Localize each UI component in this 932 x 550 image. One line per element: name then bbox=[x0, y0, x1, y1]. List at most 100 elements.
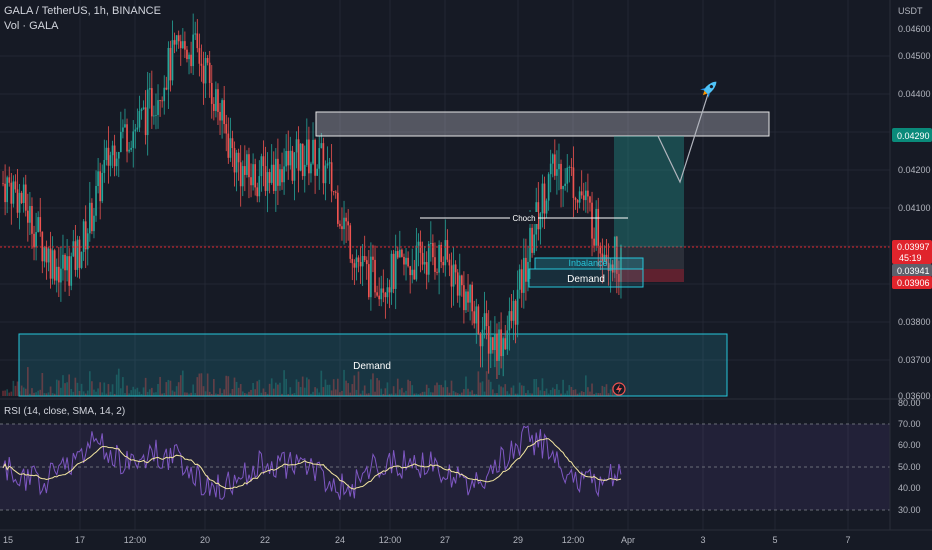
volume-bar bbox=[37, 390, 39, 396]
target-zone[interactable] bbox=[614, 136, 684, 247]
demand-zone-large[interactable] bbox=[18, 333, 728, 397]
volume-bar bbox=[432, 392, 434, 396]
candle-body bbox=[489, 337, 492, 354]
price-tick: 0.04500 bbox=[898, 51, 931, 61]
candle-body bbox=[128, 149, 130, 152]
candle-body bbox=[343, 217, 345, 230]
volume-bar bbox=[611, 386, 614, 396]
candle-body bbox=[37, 217, 39, 233]
volume-bar bbox=[202, 386, 205, 396]
volume-bar bbox=[359, 393, 362, 396]
volume-bar bbox=[506, 391, 509, 396]
rsi-tick: 80.00 bbox=[898, 398, 921, 408]
volume-bar bbox=[405, 390, 407, 396]
volume-bar bbox=[537, 387, 540, 396]
volume-bar bbox=[314, 387, 316, 396]
volume-bar bbox=[353, 375, 356, 396]
candle-body bbox=[109, 155, 112, 166]
volume-bar bbox=[51, 393, 54, 396]
candle-body bbox=[53, 250, 56, 281]
candle-body bbox=[494, 333, 496, 351]
time-tick: 20 bbox=[200, 535, 210, 545]
candle-body bbox=[16, 189, 19, 213]
price-candles bbox=[2, 13, 622, 380]
candle-body bbox=[275, 158, 277, 191]
projection-path bbox=[657, 93, 709, 184]
candle-body bbox=[597, 208, 600, 246]
candle-body bbox=[260, 156, 263, 177]
demand-zone-small[interactable] bbox=[528, 268, 644, 288]
stop-zone[interactable] bbox=[614, 269, 684, 282]
candle-body bbox=[417, 241, 420, 246]
volume-bar bbox=[262, 388, 265, 396]
volume-bar bbox=[396, 378, 399, 396]
volume-bar bbox=[303, 387, 306, 396]
candle-body bbox=[2, 183, 4, 185]
volume-bar bbox=[299, 387, 302, 396]
inbalance-label: Inbalance bbox=[568, 258, 607, 268]
candle-body bbox=[316, 168, 318, 176]
candle-body bbox=[208, 62, 211, 83]
candle-body bbox=[239, 162, 242, 187]
volume-bar bbox=[204, 391, 207, 396]
volume-bar bbox=[173, 391, 176, 396]
rsi-line bbox=[2, 425, 622, 500]
volume-bar bbox=[45, 393, 48, 396]
candle-body bbox=[244, 166, 246, 175]
lightning-icon[interactable] bbox=[612, 382, 626, 396]
time-tick: 12:00 bbox=[379, 535, 402, 545]
candle-body bbox=[440, 244, 442, 262]
rsi-tick: 60.00 bbox=[898, 440, 921, 450]
candle-body bbox=[74, 241, 77, 270]
volume-bar bbox=[84, 393, 87, 396]
volume-bar bbox=[430, 392, 432, 396]
candle-body bbox=[585, 190, 587, 201]
volume-bar bbox=[225, 375, 228, 396]
candle-body bbox=[268, 172, 271, 183]
candle-body bbox=[144, 107, 147, 136]
volume-bar bbox=[169, 380, 172, 396]
candle-body bbox=[55, 266, 58, 281]
volume-bar bbox=[270, 378, 273, 396]
volume-bar bbox=[8, 392, 11, 396]
candle-body bbox=[151, 88, 153, 117]
candle-body bbox=[175, 35, 178, 45]
candle-body bbox=[413, 269, 416, 280]
volume-bar bbox=[297, 381, 300, 396]
candle-body bbox=[103, 160, 106, 173]
rsi-tick: 30.00 bbox=[898, 505, 921, 515]
volume-bar bbox=[570, 386, 573, 396]
volume-bar bbox=[192, 384, 194, 396]
supply-zone[interactable] bbox=[315, 111, 770, 137]
candle-body bbox=[130, 147, 132, 150]
choch-label: Choch bbox=[512, 214, 535, 223]
volume-bar bbox=[219, 388, 221, 396]
candle-body bbox=[537, 202, 540, 230]
volume-bar bbox=[477, 371, 480, 396]
volume-bar bbox=[49, 386, 52, 396]
volume-bar bbox=[355, 389, 358, 396]
volume-legend[interactable]: Vol · GALA bbox=[4, 20, 59, 32]
candle-body bbox=[312, 139, 314, 164]
candle-body bbox=[29, 206, 31, 223]
volume-bar bbox=[89, 371, 91, 396]
candle-body bbox=[177, 35, 180, 42]
volume-bar bbox=[66, 382, 68, 396]
volume-bar bbox=[415, 393, 418, 396]
candle-body bbox=[403, 256, 405, 265]
candle-body bbox=[616, 236, 618, 274]
candle-body bbox=[200, 63, 203, 66]
volume-bar bbox=[382, 393, 385, 396]
candle-body bbox=[349, 225, 352, 259]
candle-body bbox=[498, 329, 500, 361]
volume-bar bbox=[31, 388, 33, 396]
candle-body bbox=[591, 202, 593, 239]
volume-bar bbox=[370, 379, 372, 396]
volume-bar bbox=[403, 392, 405, 396]
symbol-title[interactable]: GALA / TetherUS, 1h, BINANCE bbox=[4, 5, 161, 17]
volume-bar bbox=[337, 378, 339, 396]
rsi-legend[interactable]: RSI (14, close, SMA, 14, 2) bbox=[4, 406, 126, 417]
volume-bar bbox=[599, 393, 602, 396]
volume-bar bbox=[283, 370, 285, 396]
